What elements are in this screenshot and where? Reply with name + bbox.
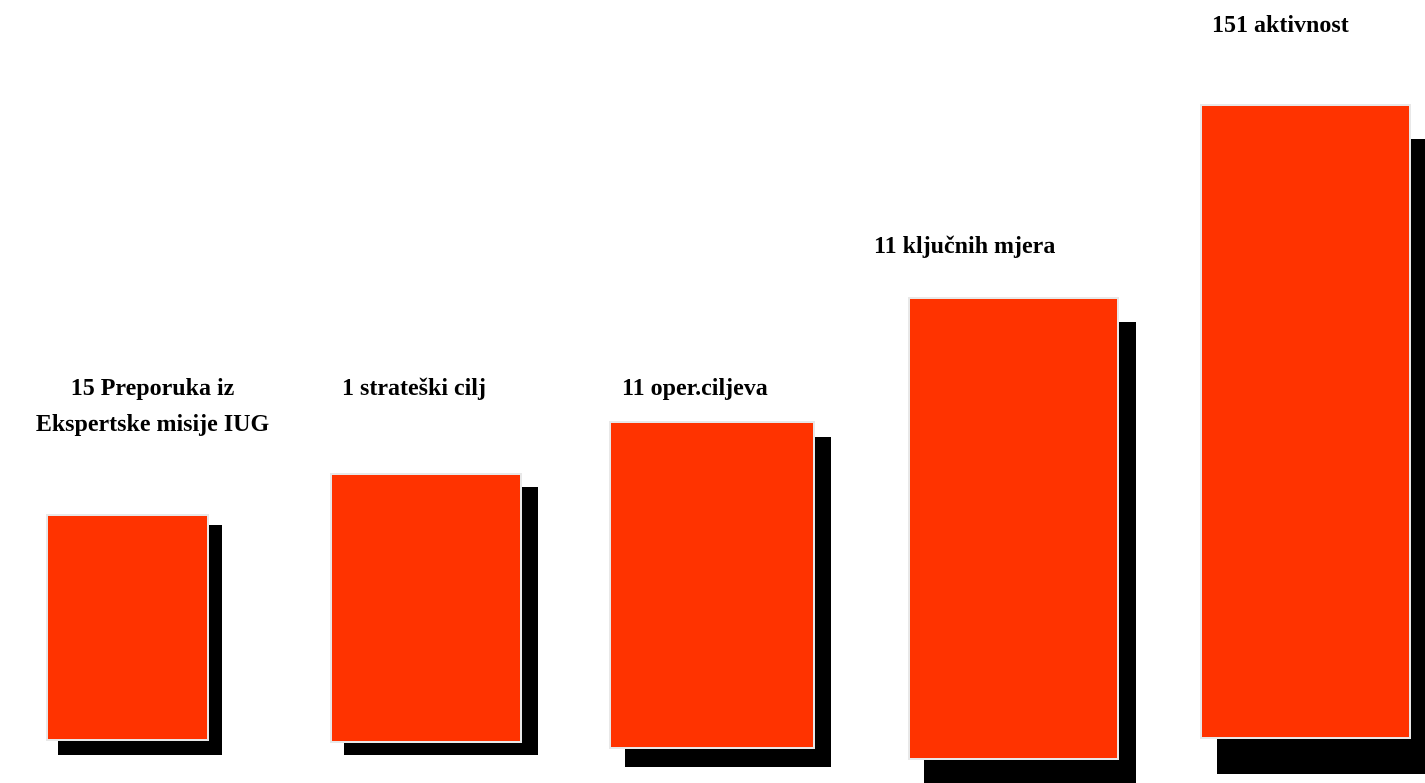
- step-3-block: [609, 421, 815, 749]
- step-4-label: 11 ključnih mjera: [874, 233, 1056, 259]
- step-2-label: 1 strateški cilj: [342, 375, 486, 401]
- step-1-label-line-2: Ekspertske misije IUG: [35, 411, 270, 437]
- step-3-label: 11 oper.ciljeva: [622, 375, 768, 401]
- step-1-block: [46, 514, 209, 741]
- step-4-block: [908, 297, 1119, 760]
- step-2-block: [330, 473, 522, 743]
- step-5-block: [1200, 104, 1411, 739]
- step-5-label: 151 aktivnost: [1212, 12, 1349, 38]
- step-1-label-line-1: 15 Preporuka iz: [70, 375, 235, 401]
